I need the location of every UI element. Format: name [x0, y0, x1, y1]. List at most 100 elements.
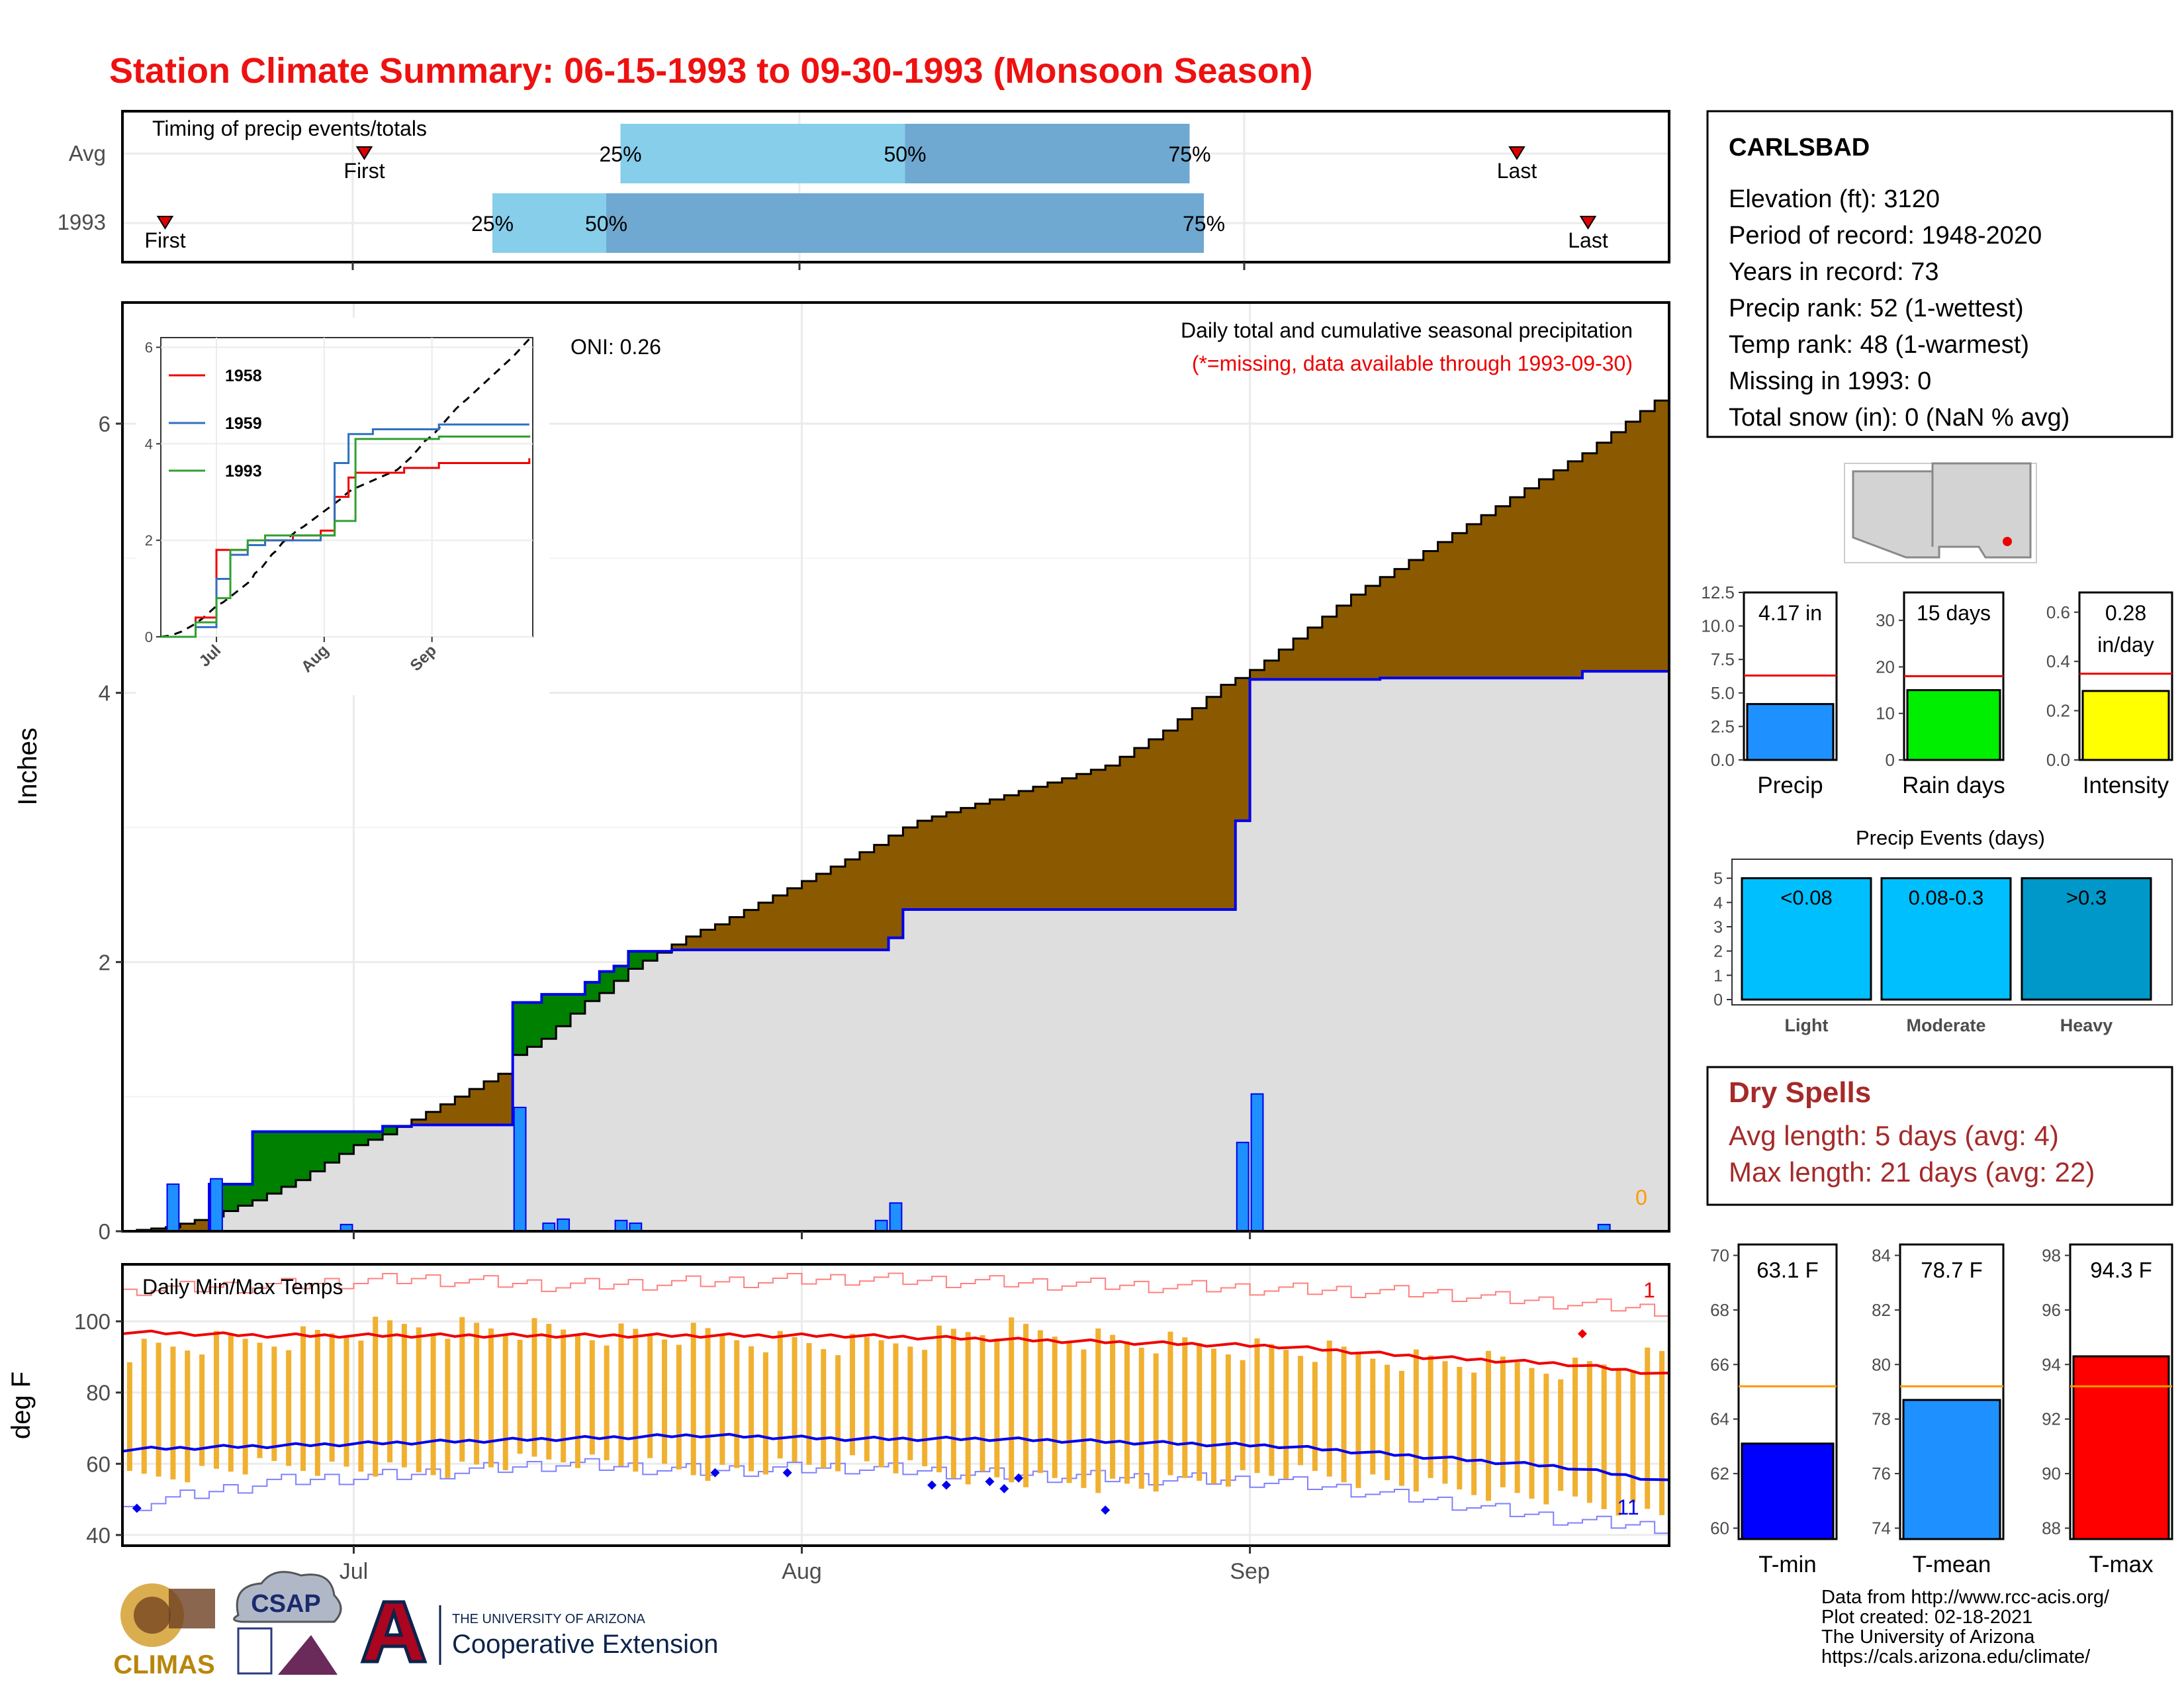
daily-temp-bar [416, 1327, 422, 1473]
precip-deficit-area [1032, 786, 1048, 910]
precip-base-area [440, 1125, 455, 1231]
daily-temp-bar [430, 1333, 436, 1476]
summary-ytick-label: 10 [1876, 704, 1895, 724]
precip-surplus-area [570, 994, 586, 1014]
precip-deficit-area [1293, 638, 1308, 680]
precip-base-area [628, 968, 643, 1231]
events-range-label: 0.08-0.3 [1909, 886, 1984, 910]
daily-temp-bar [719, 1334, 725, 1465]
climas-logo: CLIMAS [113, 1583, 215, 1679]
precip-base-area [1047, 910, 1063, 1231]
daily-temp-bar [1645, 1347, 1651, 1509]
precip-base-area [1134, 910, 1150, 1231]
daily-temp-bar [1558, 1379, 1564, 1491]
daily-temp-bar [1211, 1348, 1217, 1484]
credit-line-4: https://cals.arizona.edu/climate/ [1821, 1646, 2091, 1667]
precip-deficit-area [1163, 730, 1178, 910]
temp-summary-ytick-label: 62 [1710, 1464, 1729, 1483]
precip-base-area [1235, 820, 1251, 1231]
daily-precip-bar [889, 1202, 903, 1233]
station-info-line: Temp rank: 48 (1-warmest) [1729, 331, 2029, 359]
precip-deficit-area [845, 859, 860, 951]
daily-temp-bar [373, 1317, 379, 1477]
precip-deficit-area [671, 944, 687, 951]
precip-deficit-area [960, 808, 976, 910]
daily-temp-bar [1110, 1335, 1116, 1479]
precip-base-area [1655, 671, 1670, 1231]
precip-base-area [527, 1047, 542, 1231]
precip-deficit-area [801, 880, 817, 951]
precip-base-area [1553, 678, 1569, 1231]
precip-base-area [1019, 910, 1034, 1231]
daily-temp-bar [1543, 1374, 1549, 1505]
precip-surplus-area [527, 1002, 542, 1047]
precip-surplus-area [324, 1131, 340, 1163]
precip-base-area [787, 950, 803, 1231]
daily-temp-bar [1153, 1353, 1159, 1492]
precip-deficit-area [1510, 497, 1525, 679]
daily-temp-bar [517, 1340, 523, 1454]
events-ytick-label: 1 [1713, 966, 1723, 985]
inset-series-line-1958 [161, 458, 531, 638]
precip-base-area [744, 950, 759, 1231]
daily-temp-bar [213, 1331, 219, 1469]
daily-temp-bar [1398, 1370, 1404, 1486]
timing-title: Timing of precip events/totals [152, 117, 427, 140]
record-low-marker [782, 1468, 792, 1477]
daily-temp-bar [257, 1342, 263, 1458]
precip-base-area [1437, 678, 1453, 1231]
temp-summary-ytick-label: 80 [1872, 1354, 1891, 1374]
daily-temp-bar [1095, 1328, 1101, 1493]
credit-line-1: Data from http://www.rcc-acis.org/ [1821, 1587, 2110, 1608]
precip-base-area [396, 1127, 412, 1231]
daily-temp-bar [676, 1344, 682, 1470]
precip-base-area [498, 1125, 514, 1231]
precip-base-area [801, 950, 817, 1231]
precip-base-area [1062, 910, 1077, 1231]
precip-base-area [1206, 910, 1222, 1231]
precip-base-area [310, 1171, 326, 1231]
temp-ytick-label: 100 [74, 1309, 111, 1334]
temp-panel-title: Daily Min/Max Temps [142, 1275, 343, 1299]
temp-summary-ytick-label: 98 [2042, 1245, 2061, 1265]
daily-temp-bar [1312, 1362, 1318, 1472]
precip-surplus-area [512, 1002, 528, 1055]
dry-spells-box: Dry Spells Avg length: 5 days (avg: 4) M… [1706, 1066, 2173, 1206]
daily-temp-bar [474, 1323, 480, 1465]
precip-surplus-area [541, 994, 557, 1039]
daily-temp-bar [821, 1349, 827, 1468]
station-info-line: Precip rank: 52 (1-wettest) [1729, 295, 2024, 322]
precip-deficit-area [484, 1081, 499, 1125]
precip-deficit-area [772, 895, 788, 951]
precip-surplus-area [628, 951, 643, 969]
daily-temp-bar [1586, 1361, 1592, 1503]
precip-ytick-label: 4 [99, 681, 111, 706]
precip-base-area [874, 950, 889, 1231]
temp-summary-ytick-label: 74 [1872, 1519, 1891, 1538]
events-category-label: Light [1785, 1015, 1829, 1035]
precip-base-area [989, 910, 1005, 1231]
events-range-label: <0.08 [1780, 886, 1832, 910]
precip-ytick-label: 6 [99, 412, 111, 436]
station-name: CARLSBAD [1729, 134, 1870, 162]
precip-deficit-area [1582, 453, 1598, 672]
events-title: Precip Events (days) [1856, 826, 2045, 849]
precip-base-area [455, 1125, 470, 1231]
precip-base-area [469, 1125, 484, 1231]
precip-deficit-area [1019, 790, 1034, 910]
timing-first-label: First [343, 159, 385, 183]
daily-temp-bar [286, 1350, 292, 1466]
logos: CLIMAS CSAP THE UNIVERSITY OF ARIZONA Co… [113, 1571, 718, 1679]
daily-temp-bar [1500, 1356, 1506, 1487]
precip-deficit-area [1481, 515, 1496, 679]
daily-temp-bar [618, 1323, 624, 1466]
daily-temp-bar [1442, 1361, 1448, 1484]
month-tick-label: Aug [782, 1559, 822, 1584]
precip-base-area [888, 937, 903, 1231]
precip-base-area [657, 953, 672, 1231]
daily-temp-bar [979, 1335, 985, 1472]
events-ytick-label: 3 [1713, 918, 1723, 937]
daily-temp-bar [1066, 1342, 1072, 1483]
precip-deficit-area [1091, 769, 1106, 910]
events-category-label: Heavy [2060, 1015, 2113, 1035]
